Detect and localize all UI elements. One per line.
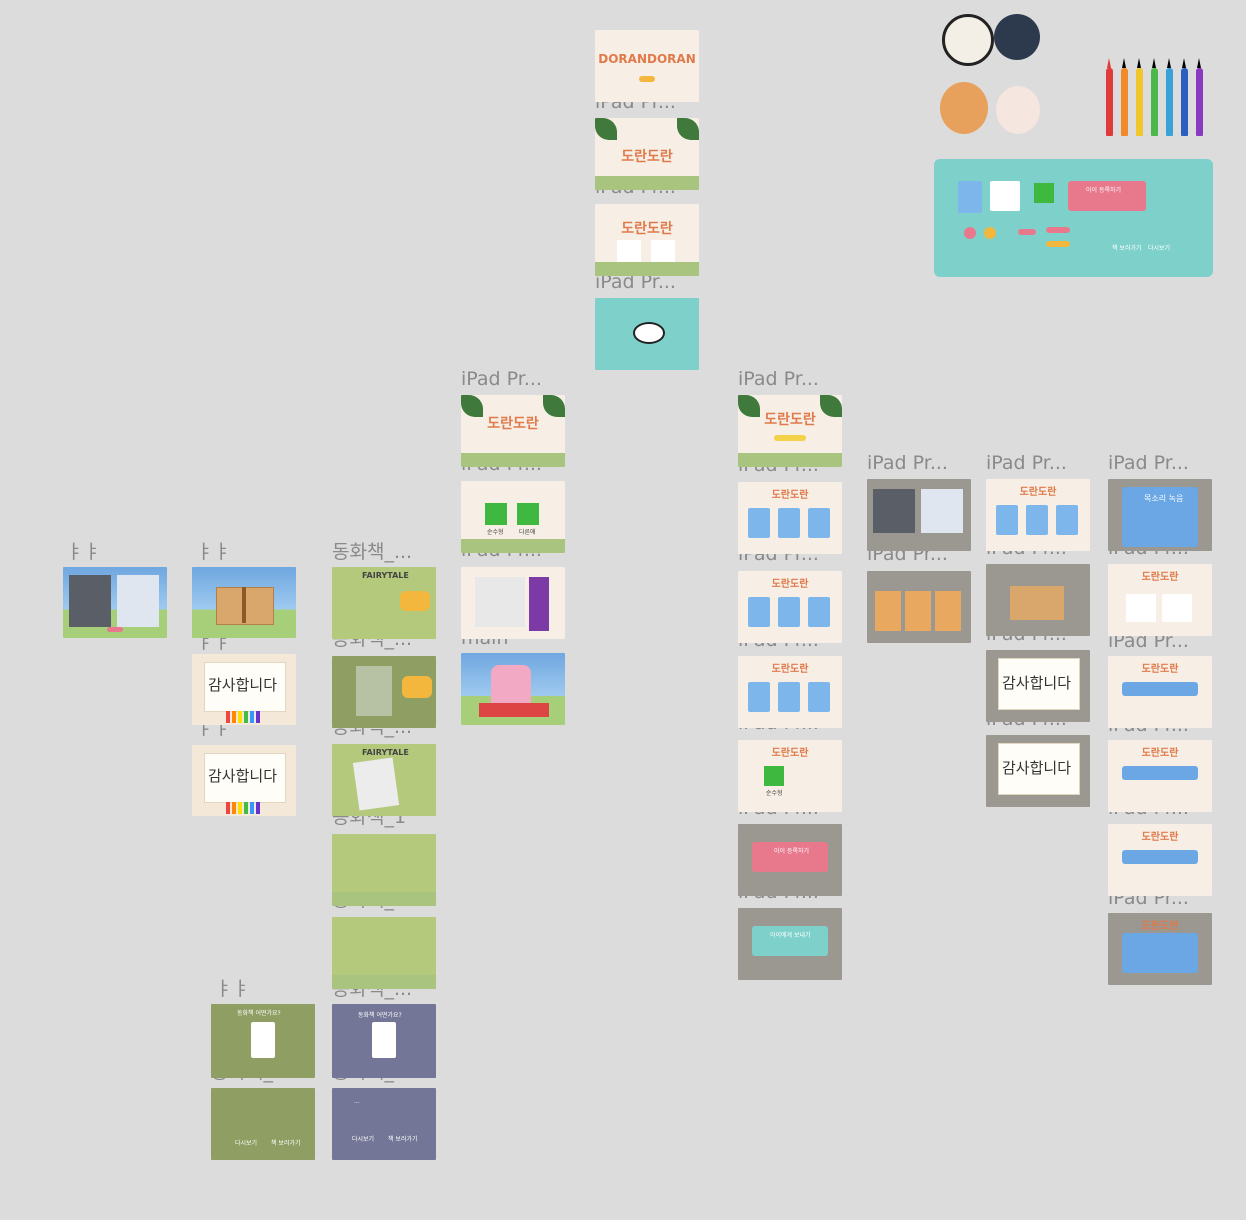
frame-story-end[interactable]: 다시보기 책 보러가기 xyxy=(211,1088,315,1160)
thanks-text: 감사합니다 xyxy=(208,767,278,785)
frame-label: ㅑㅑ xyxy=(215,978,250,1000)
frame-voice-2[interactable]: 도란도란 xyxy=(1108,740,1212,812)
frame-story-1[interactable] xyxy=(332,834,436,906)
frame-splash-2[interactable]: 도란도란 xyxy=(595,118,699,190)
frame-story-end-slate[interactable]: ... 다시보기 책 보러가기 xyxy=(332,1088,436,1160)
frame-child-register[interactable]: 아이 등록하기 xyxy=(738,824,842,896)
frame-select-animal[interactable]: 순수형 다른애 xyxy=(461,481,565,553)
frame-thanks-2[interactable]: 감사합니다 xyxy=(192,745,296,816)
frame-book-pictures[interactable] xyxy=(63,567,167,638)
frame-penguin-cards[interactable] xyxy=(461,567,565,639)
frame-voice-done[interactable]: 도란도란 xyxy=(1108,913,1212,985)
frame-splash-3[interactable]: 도란도란 xyxy=(595,204,699,276)
frame-child-profile[interactable]: 도란도란 순수형 xyxy=(738,740,842,812)
frame-fairytale[interactable]: FAIRYTALE xyxy=(332,567,436,639)
frame-voice-3[interactable]: 도란도란 xyxy=(1108,824,1212,896)
frame-menu-1[interactable]: 도란도란 xyxy=(738,482,842,554)
frame-label: iPad Pr... xyxy=(595,271,676,293)
penguin-asset xyxy=(994,14,1040,60)
frame-label: iPad Pr... xyxy=(461,368,542,390)
frame-fairytale-book[interactable]: FAIRYTALE xyxy=(332,744,436,816)
frame-loading[interactable] xyxy=(595,298,699,370)
frame-voice-record[interactable]: 목소리 녹음 xyxy=(1108,479,1212,551)
frame-voice-1[interactable]: 도란도란 xyxy=(1108,656,1212,728)
frame-main[interactable] xyxy=(461,653,565,725)
panda-asset xyxy=(942,14,994,66)
frame-story-rating[interactable]: 동화책 어떤가요? xyxy=(211,1004,315,1078)
frame-thanks[interactable]: 감사합니다 xyxy=(192,654,296,725)
frame-dino-select[interactable] xyxy=(867,571,971,643)
frame-label: iPad Pr... xyxy=(738,368,819,390)
frame-child-send[interactable]: 아이에게 보내기 xyxy=(738,908,842,980)
rabbit-asset xyxy=(996,86,1040,134)
frame-menu-2[interactable]: 도란도란 xyxy=(738,571,842,643)
frame-thanks-gray-2[interactable]: 감사합니다 xyxy=(986,735,1090,807)
frame-label: iPad Pr... xyxy=(986,452,1067,474)
frame-story-2[interactable] xyxy=(332,917,436,989)
component-panel[interactable]: 아이 등록하기 책 보러가기 다시보기 xyxy=(934,159,1213,277)
fox-asset xyxy=(940,82,988,134)
frame-gift-gray[interactable] xyxy=(986,564,1090,636)
frame-splash[interactable]: DORANDORAN xyxy=(595,30,699,102)
frame-label: ㅑㅑ xyxy=(66,541,101,563)
frame-gift-box[interactable] xyxy=(192,567,296,638)
frame-story-rating-slate[interactable]: 동화책 어떤가요? xyxy=(332,1004,436,1078)
frame-label: iPad Pr... xyxy=(867,452,948,474)
thanks-text: 감사합니다 xyxy=(208,676,278,694)
frame-label: 동화책_... xyxy=(332,541,413,563)
frame-label: ㅑㅑ xyxy=(196,541,231,563)
frame-login[interactable]: 도란도란 xyxy=(738,395,842,467)
frame-menu-3[interactable]: 도란도란 xyxy=(738,656,842,728)
frame-fairytale-dino[interactable] xyxy=(332,656,436,728)
frame-menu-4[interactable]: 도란도란 xyxy=(986,479,1090,551)
frame-thanks-gray[interactable]: 감사합니다 xyxy=(986,650,1090,722)
frame-label: iPad Pr... xyxy=(1108,452,1189,474)
frame-book-view-gray[interactable] xyxy=(867,479,971,551)
frame-home[interactable]: 도란도란 xyxy=(461,395,565,467)
frame-gender-select[interactable]: 도란도란 xyxy=(1108,564,1212,636)
